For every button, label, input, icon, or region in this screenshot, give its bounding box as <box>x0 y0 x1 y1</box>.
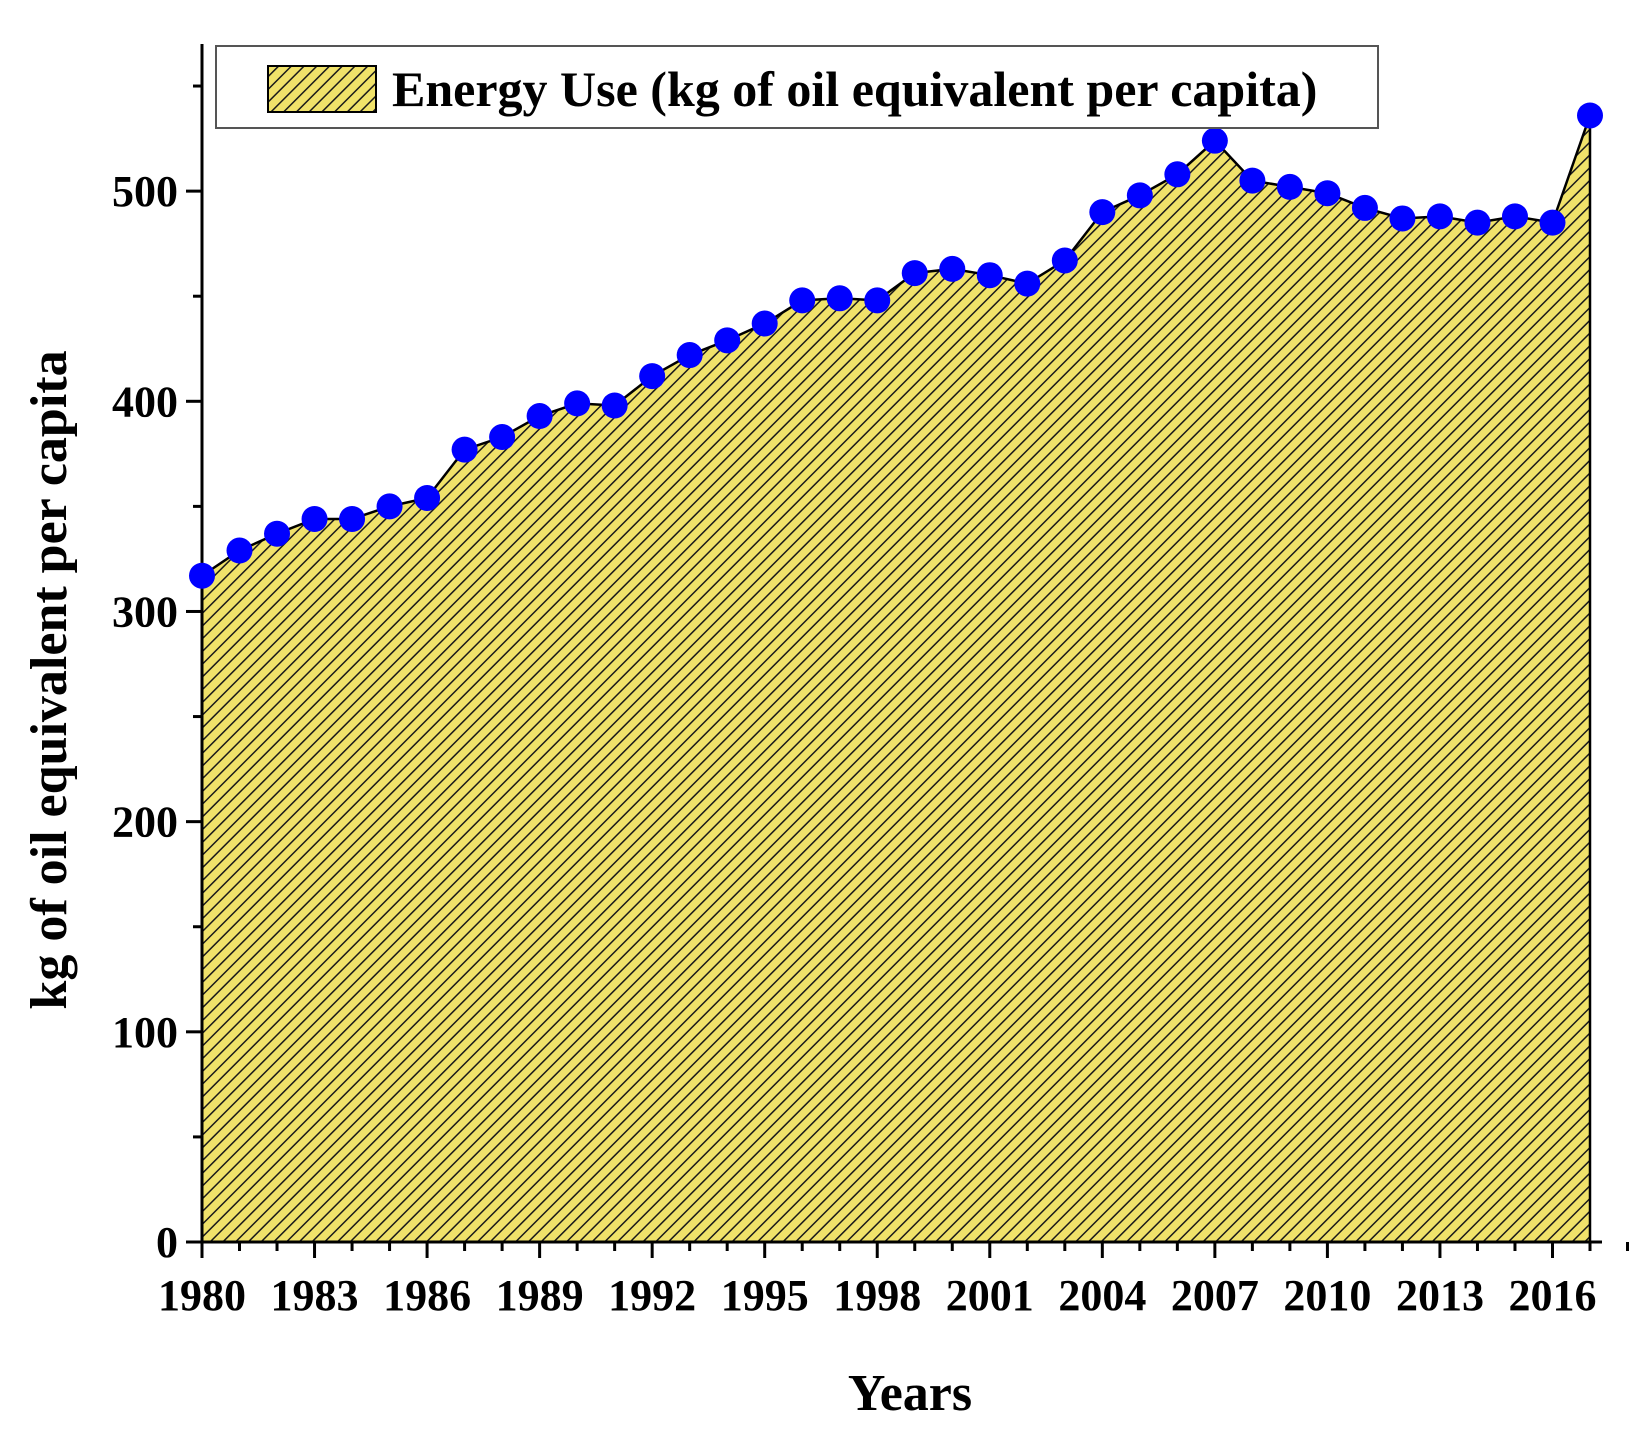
data-point <box>751 310 778 337</box>
data-markers <box>189 102 1603 589</box>
data-point <box>1539 209 1566 236</box>
data-point <box>339 505 366 532</box>
data-point <box>1164 161 1191 188</box>
area-fill <box>202 115 1590 1243</box>
data-point <box>1464 209 1491 236</box>
data-point <box>1577 102 1603 129</box>
data-point <box>1276 173 1303 200</box>
data-point <box>864 287 891 314</box>
tick-labels: 0 100 200 300 400 500 1980 1983 1986 1989 1992 1995… <box>112 167 1596 1320</box>
x-tick-label: 2007 <box>1171 1271 1259 1320</box>
y-tick-label: 0 <box>156 1218 178 1267</box>
x-tick-label: 2001 <box>946 1271 1034 1320</box>
data-point <box>1314 180 1341 207</box>
data-point <box>414 484 441 511</box>
data-point <box>676 342 703 369</box>
data-point <box>1239 167 1266 194</box>
x-tick-label: 2004 <box>1058 1271 1146 1320</box>
data-point <box>189 562 215 589</box>
data-point <box>939 255 966 282</box>
legend-label: Energy Use (kg of oil equivalent per cap… <box>392 61 1317 117</box>
x-tick-label: 1980 <box>158 1271 246 1320</box>
data-point <box>1089 199 1116 226</box>
data-point <box>376 493 403 520</box>
y-tick-label: 100 <box>112 1008 178 1057</box>
x-axis-title: Years <box>848 1365 972 1422</box>
data-point <box>901 260 928 287</box>
x-tick-label: 1986 <box>383 1271 471 1320</box>
y-axis-title: kg of oil equivalent per capita <box>21 350 78 1009</box>
legend-box <box>215 45 1379 129</box>
x-tick-label: 2010 <box>1283 1271 1371 1320</box>
data-point <box>976 262 1003 289</box>
data-point <box>1389 205 1416 232</box>
data-point <box>1351 194 1378 221</box>
data-point <box>1014 270 1041 297</box>
legend: Energy Use (kg of oil equivalent per cap… <box>215 45 1379 129</box>
data-point <box>1051 247 1078 274</box>
data-point <box>526 403 553 430</box>
area-layer <box>201 115 1592 1243</box>
data-point <box>714 327 741 354</box>
data-point <box>1501 203 1528 230</box>
y-tick-label: 500 <box>112 167 178 216</box>
x-tick-label: 1992 <box>608 1271 696 1320</box>
data-point <box>1126 182 1153 209</box>
y-tick-label: 300 <box>112 587 178 636</box>
axes <box>186 44 1630 1258</box>
legend-swatch <box>267 65 377 113</box>
x-tick-label: 1983 <box>271 1271 359 1320</box>
data-point <box>1426 203 1453 230</box>
x-tick-label: 1998 <box>833 1271 921 1320</box>
data-point <box>264 520 291 547</box>
data-point <box>826 285 853 312</box>
x-tick-label: 2016 <box>1508 1271 1596 1320</box>
data-point <box>639 363 666 390</box>
data-point <box>301 505 328 532</box>
data-point <box>226 537 253 564</box>
data-point <box>489 424 516 451</box>
x-tick-label: 1995 <box>721 1271 809 1320</box>
data-point <box>564 390 591 417</box>
data-point <box>1201 127 1228 154</box>
data-point <box>789 287 816 314</box>
y-tick-label: 200 <box>112 798 178 847</box>
y-tick-label: 400 <box>112 377 178 426</box>
data-point <box>601 392 628 419</box>
x-tick-label: 2013 <box>1396 1271 1484 1320</box>
x-tick-label: 1989 <box>496 1271 584 1320</box>
data-point <box>451 436 478 463</box>
